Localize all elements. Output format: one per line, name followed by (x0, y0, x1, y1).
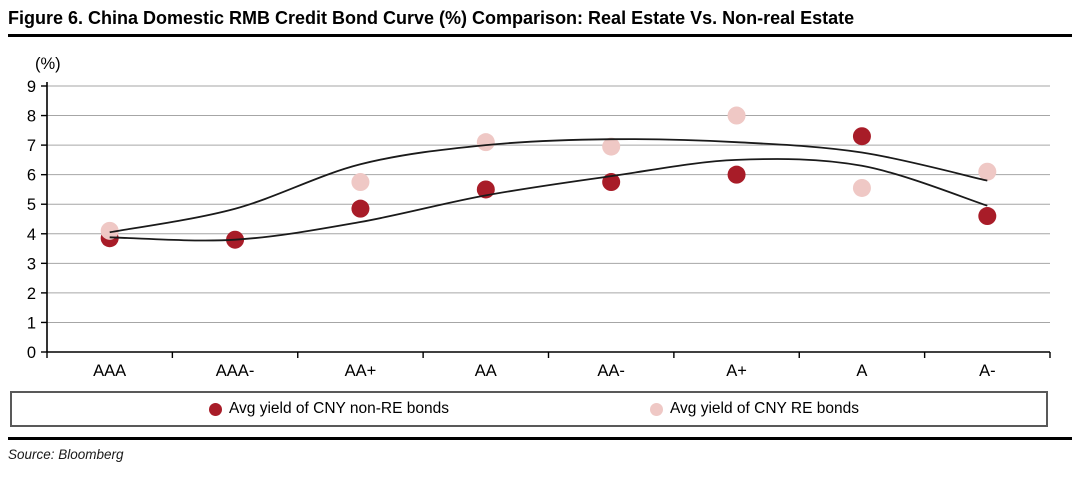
data-point-re (100, 221, 119, 240)
y-axis-label: 7 (27, 137, 36, 155)
x-axis-label: A- (979, 362, 996, 380)
y-axis-label: 0 (27, 344, 36, 362)
y-axis-label: 8 (27, 108, 36, 126)
y-axis-label: 9 (27, 78, 36, 96)
legend-item-nonre-bonds: Avg yield of CNY non-RE bonds (209, 400, 449, 418)
x-axis-label: A (856, 362, 867, 380)
y-axis-label: 5 (27, 196, 36, 214)
y-axis-unit-label: (%) (35, 55, 61, 73)
footer-rule (8, 437, 1072, 440)
data-point-nonre (978, 207, 997, 226)
title-rule (8, 34, 1072, 37)
legend-label-re: Avg yield of CNY RE bonds (670, 400, 859, 417)
x-axis-label: AAA (93, 362, 126, 380)
y-axis-label: 4 (27, 226, 36, 244)
source-note: Source: Bloomberg (8, 447, 124, 462)
x-axis-label: AA+ (345, 362, 377, 380)
trend-line-nonre (109, 158, 988, 242)
data-point-nonre (727, 165, 746, 184)
data-point-re (978, 162, 997, 181)
data-point-re (602, 137, 621, 156)
x-axis-label: A+ (726, 362, 747, 380)
legend-marker-nonre-icon (209, 402, 222, 416)
chart-legend: Avg yield of CNY non-RE bonds Avg yield … (10, 391, 1048, 427)
figure-title: Figure 6. China Domestic RMB Credit Bond… (8, 8, 855, 28)
x-axis-label: AA- (597, 362, 625, 380)
data-point-re (852, 178, 871, 197)
trend-line-re (109, 138, 988, 234)
y-axis-label: 6 (27, 167, 36, 185)
legend-marker-re-icon (650, 402, 663, 416)
y-axis-label: 1 (27, 314, 36, 332)
legend-label-nonre: Avg yield of CNY non-RE bonds (229, 400, 449, 417)
data-point-re (476, 133, 495, 152)
legend-item-re-bonds: Avg yield of CNY RE bonds (650, 400, 859, 418)
x-axis-label: AA (475, 362, 497, 380)
y-axis-label: 2 (27, 285, 36, 303)
data-point-re (351, 173, 370, 192)
y-axis-label: 3 (27, 255, 36, 273)
x-axis-label: AAA- (216, 362, 255, 380)
data-point-re (727, 106, 746, 125)
data-point-nonre (852, 127, 871, 146)
data-point-nonre (351, 199, 370, 218)
